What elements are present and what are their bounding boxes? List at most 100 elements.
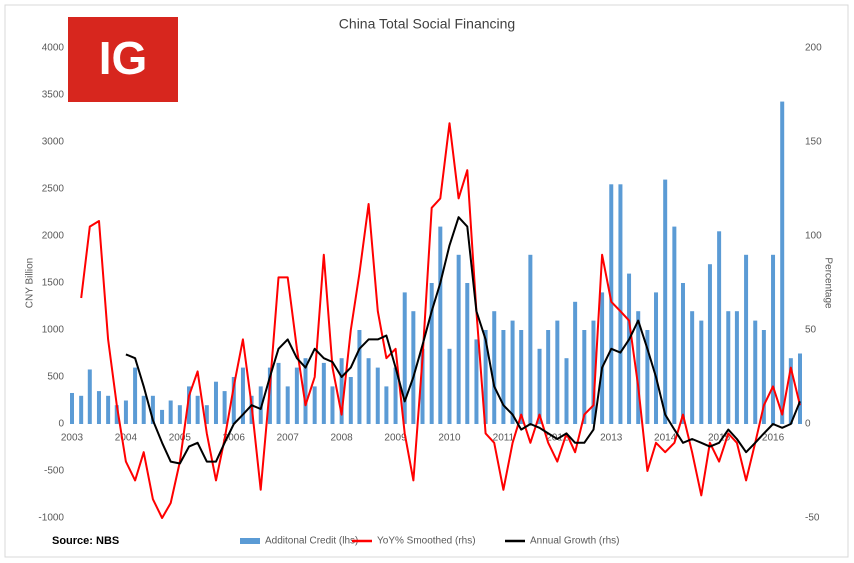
source-note: Source: NBS [52,535,119,547]
bar [537,348,542,424]
y-tick-label: 500 [47,372,64,383]
bar [591,320,596,424]
bar [717,231,722,424]
bar [636,311,641,424]
bar [734,311,739,424]
legend-swatch [240,538,260,544]
logo-box [68,17,178,102]
y2-tick-label: 50 [805,325,817,336]
bar [375,367,380,424]
y2-tick-label: 0 [805,419,811,430]
bar [528,254,533,424]
bar [663,179,668,424]
y2-axis-label: Percentage [822,257,833,309]
bar [294,367,299,424]
bar [339,358,344,424]
bar [672,226,677,424]
y-tick-label: -1000 [38,513,64,524]
bar [501,330,506,424]
y-tick-label: 4000 [42,43,65,54]
bar [438,226,443,424]
bar [447,348,452,424]
bar [420,348,425,424]
x-tick-label: 2014 [654,433,677,444]
bar [600,292,605,424]
y-axis-label: CNY Billion [25,258,36,308]
y-tick-label: 2000 [42,231,65,242]
y-tick-label: 1000 [42,325,65,336]
line [80,122,801,519]
x-tick-label: 2011 [493,433,515,444]
bar [492,311,497,424]
bar [573,301,578,424]
legend-label: Annual Growth (rhs) [530,536,619,547]
bar [555,320,560,424]
y-tick-label: 2500 [42,184,65,195]
y-tick-label: 0 [58,419,64,430]
bar [133,367,138,424]
x-tick-label: 2004 [115,433,138,444]
bar [204,405,209,424]
y-tick-label: 1500 [42,278,65,289]
bar [393,367,398,424]
legend-label: YoY% Smoothed (rhs) [377,536,476,547]
bar [123,400,128,424]
bar [680,283,685,424]
line [125,216,801,465]
x-tick-label: 2005 [169,433,192,444]
bar [231,377,236,424]
bar [141,395,146,424]
bar [654,292,659,424]
bar [788,358,793,424]
bar [276,362,281,424]
bar [519,330,524,424]
bar [798,353,802,424]
x-tick-label: 2007 [277,433,300,444]
bar [366,358,371,424]
bar [761,330,766,424]
x-tick-label: 2003 [61,433,84,444]
bar [627,273,632,424]
logo-text: IG [99,32,148,84]
bar [771,254,776,424]
bar [411,311,416,424]
y2-tick-label: 100 [805,231,822,242]
bar [177,405,182,424]
bar [285,386,290,424]
x-tick-label: 2016 [762,433,785,444]
bar [564,358,569,424]
bar [195,395,200,424]
bar [384,386,389,424]
bar [114,405,119,424]
bar [321,362,326,424]
chart-title: China Total Social Financing [339,16,515,32]
bar [168,400,173,424]
bar [483,330,488,424]
bar [160,409,165,424]
x-tick-label: 2006 [223,433,246,444]
bar [699,320,704,424]
y-tick-label: 3000 [42,137,65,148]
bar [618,184,623,424]
bar [582,330,587,424]
bar [258,386,263,424]
y2-tick-label: 200 [805,43,822,54]
bar [402,292,407,424]
bar [187,386,192,424]
x-tick-label: 2008 [331,433,354,444]
bar [707,264,712,424]
bar [150,395,155,424]
bar [744,254,749,424]
bar [780,101,785,424]
bar [456,254,461,424]
bar [609,184,614,424]
bar [70,392,74,424]
bar [213,381,218,424]
bar [240,367,245,424]
bar [303,358,308,424]
y-tick-label: 3500 [42,90,65,101]
bar [645,330,650,424]
bar [348,377,353,424]
x-tick-label: 2013 [600,433,623,444]
